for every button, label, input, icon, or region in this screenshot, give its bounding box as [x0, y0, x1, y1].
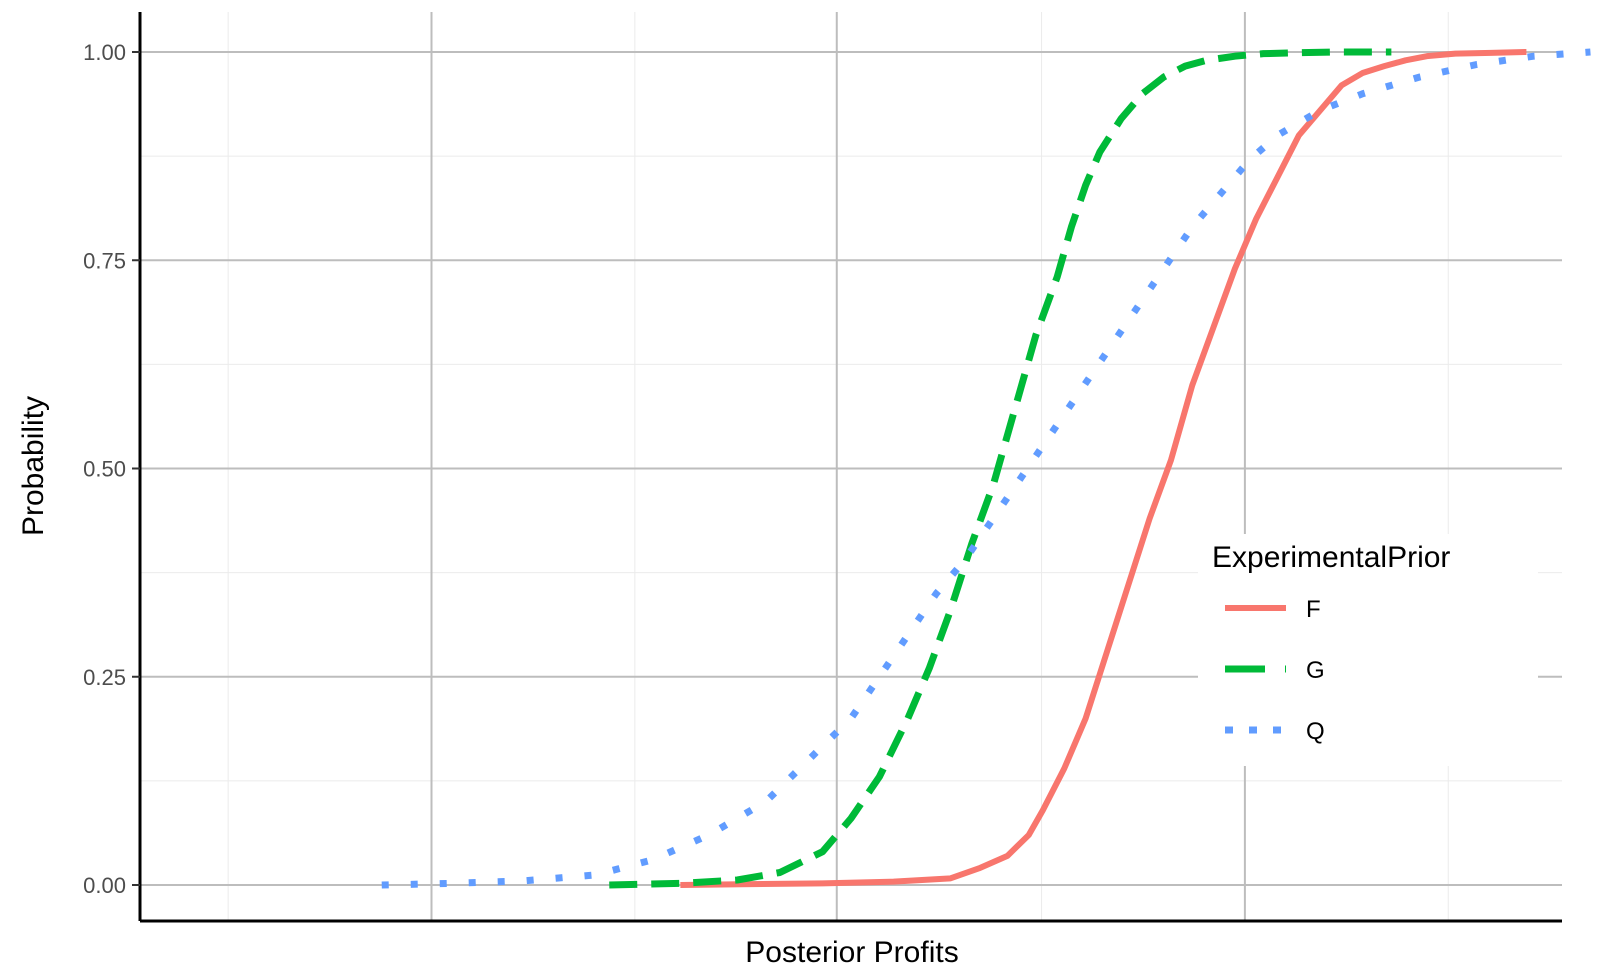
y-axis-title: Probability [17, 396, 50, 536]
legend-items: F G Q [1225, 596, 1325, 745]
legend-title: ExperimentalPrior [1212, 541, 1450, 574]
legend-label-F: F [1306, 596, 1321, 623]
y-tick-label: 0.75 [83, 248, 126, 273]
y-tick-label: 1.00 [83, 40, 126, 65]
series-line-G [609, 48, 1392, 889]
x-axis-title: Posterior Profits [745, 936, 958, 969]
y-ticks: 0.00 0.25 0.50 0.75 1.00 [83, 40, 140, 898]
grid-minor [140, 12, 1562, 921]
grid-major [140, 12, 1562, 921]
legend: ExperimentalPrior F G Q [1198, 534, 1538, 766]
series-line-Q [381, 48, 1591, 889]
axes [138, 12, 1562, 923]
legend-label-G: G [1306, 657, 1325, 684]
series-layer [381, 48, 1591, 889]
y-tick-label: 0.50 [83, 457, 126, 482]
legend-label-Q: Q [1306, 718, 1325, 745]
series-line-F [680, 49, 1527, 888]
y-tick-label: 0.25 [83, 665, 126, 690]
y-tick-label: 0.00 [83, 873, 126, 898]
